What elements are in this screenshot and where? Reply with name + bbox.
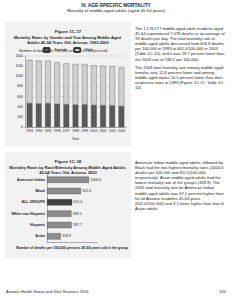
svg-text:Figure 1C-17: Figure 1C-17 bbox=[55, 29, 82, 34]
svg-text:200: 200 bbox=[17, 115, 23, 119]
svg-text:Hispanic: Hispanic bbox=[30, 223, 45, 227]
svg-text:2001: 2001 bbox=[99, 129, 106, 133]
svg-text:Year: Year bbox=[72, 137, 80, 141]
svg-text:Asian: Asian bbox=[35, 234, 45, 238]
html-text:The 2003 total mortality rate: The 2003 total mortality rate among midd… bbox=[135, 64, 225, 90]
svg-text:ALL GROUPS: ALL GROUPS bbox=[22, 200, 46, 204]
svg-text:1200: 1200 bbox=[15, 64, 23, 68]
svg-text:1999: 1999 bbox=[81, 129, 88, 133]
svg-text:1000: 1000 bbox=[15, 74, 23, 78]
svg-text:Number of deaths per 100,000 p: Number of deaths per 100,000 persons 45-… bbox=[19, 49, 107, 53]
svg-text:Male: Male bbox=[85, 48, 93, 52]
svg-text:Figure 1C-18: Figure 1C-18 bbox=[55, 159, 82, 164]
svg-text:2002: 2002 bbox=[109, 129, 116, 133]
svg-text:45-64 Years Old, Arizona, 2003: 45-64 Years Old, Arizona, 2003 bbox=[39, 170, 97, 175]
svg-text:800: 800 bbox=[17, 84, 23, 88]
svg-text:Female: Female bbox=[55, 48, 68, 52]
svg-text:Adults 45-64 Years Old, Arizon: Adults 45-64 Years Old, Arizona, 1993-20… bbox=[27, 40, 109, 45]
svg-text:601.0: 601.0 bbox=[74, 200, 83, 204]
svg-text:Number of deaths per 100,000 p: Number of deaths per 100,000 persons 45-… bbox=[16, 246, 128, 250]
html-text:Arizona Health Status and Vita: Arizona Health Status and Vital Statisti… bbox=[6, 289, 89, 294]
svg-text:400: 400 bbox=[17, 105, 23, 109]
html-text:The 1,176,177 middle-aged adul: The 1,176,177 middle-aged adult resident… bbox=[135, 26, 225, 62]
html-text:Mortality of middle-aged adult: Mortality of middle-aged adults (aged 45… bbox=[66, 8, 165, 14]
html-text:American Indian middle-aged ad: American Indian middle-aged adults, foll… bbox=[135, 160, 224, 211]
svg-text:1400: 1400 bbox=[15, 54, 23, 58]
svg-text:Mortality Rates by Gender and: Mortality Rates by Gender and Year Among… bbox=[13, 34, 123, 40]
svg-text:2000: 2000 bbox=[90, 129, 97, 133]
svg-text:White non-Hispanic: White non-Hispanic bbox=[11, 212, 45, 216]
svg-text:583.5: 583.5 bbox=[73, 212, 82, 216]
html-text:IV. AGE-SPECIFIC MORTALITY: IV. AGE-SPECIFIC MORTALITY bbox=[81, 3, 151, 8]
svg-text:1995: 1995 bbox=[44, 129, 51, 133]
svg-text:2003: 2003 bbox=[118, 129, 125, 133]
svg-text:1004.6: 1004.6 bbox=[90, 178, 101, 182]
svg-text:600: 600 bbox=[17, 95, 23, 99]
html-text:105: 105 bbox=[219, 289, 226, 294]
svg-text:1997: 1997 bbox=[63, 129, 70, 133]
svg-text:Black: Black bbox=[35, 189, 45, 193]
svg-text:0: 0 bbox=[21, 125, 23, 129]
svg-text:Mortality Rates by Race/Ethnic: Mortality Rates by Race/Ethnicity Among … bbox=[9, 164, 127, 170]
svg-text:American Indian: American Indian bbox=[17, 178, 45, 182]
svg-text:1998: 1998 bbox=[72, 129, 79, 133]
svg-text:1994: 1994 bbox=[35, 129, 42, 133]
svg-text:587.7: 587.7 bbox=[73, 223, 82, 227]
svg-text:1996: 1996 bbox=[54, 129, 61, 133]
svg-text:1993: 1993 bbox=[26, 129, 33, 133]
svg-text:328.9: 328.9 bbox=[62, 234, 71, 238]
svg-text:812.0: 812.0 bbox=[82, 189, 91, 193]
